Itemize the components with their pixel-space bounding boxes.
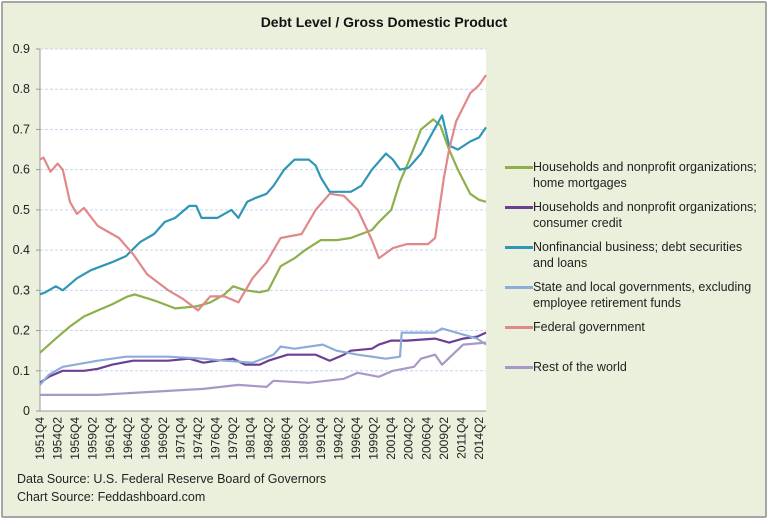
x-tick-label: 1979Q2 [226, 417, 240, 460]
chart-title: Debt Level / Gross Domestic Product [260, 14, 508, 30]
y-tick-label: 0.5 [13, 203, 30, 217]
chart-source: Chart Source: Feddashboard.com [17, 490, 206, 504]
legend-swatch [505, 246, 533, 249]
legend-label: Nonfinancial business; debt securities a… [533, 240, 743, 270]
legend-swatch [505, 326, 533, 329]
legend-label: Rest of the world [533, 360, 627, 374]
legend-item-home-mortgages: Households and nonprofit organizations; … [505, 159, 765, 191]
series-line-1 [39, 331, 487, 384]
x-tick-label: 1954Q2 [51, 417, 65, 460]
x-tick-label: 1971Q4 [173, 417, 187, 460]
legend-item-state-local: State and local governments, excluding e… [505, 279, 765, 311]
legend-swatch [505, 286, 533, 289]
plot-area [40, 49, 486, 411]
legend-item-federal: Federal government [505, 319, 765, 335]
legend-item-rest-of-world: Rest of the world [505, 359, 765, 375]
series-line-3 [39, 327, 487, 386]
x-tick-label: 1999Q2 [367, 417, 381, 460]
x-tick-label: 2006Q4 [419, 417, 433, 460]
y-tick-label: 0.7 [13, 122, 30, 136]
y-tick-label: 0.4 [13, 243, 30, 257]
x-tick-label: 2009Q2 [437, 417, 451, 460]
legend-item-consumer-credit: Households and nonprofit organizations; … [505, 199, 765, 231]
x-tick-label: 1976Q4 [209, 417, 223, 460]
x-tick-label: 1966Q4 [138, 417, 152, 460]
x-tick-label: 1969Q2 [156, 417, 170, 460]
legend-label: State and local governments, excluding e… [533, 280, 752, 310]
x-tick-label: 1994Q2 [332, 417, 346, 460]
x-tick-label: 1991Q4 [314, 417, 328, 460]
legend-swatch [505, 366, 533, 369]
series-line-5 [40, 341, 487, 396]
legend-label: Households and nonprofit organizations; … [533, 200, 757, 230]
x-tick-label: 1964Q2 [121, 417, 135, 460]
series-line-0 [39, 118, 487, 354]
y-tick-label: 0.2 [13, 324, 30, 338]
y-tick-label: 0.3 [13, 283, 30, 297]
x-tick-label: 2004Q2 [402, 417, 416, 460]
x-tick-label: 1959Q2 [86, 417, 100, 460]
legend-label: Federal government [533, 320, 645, 334]
x-tick-label: 2001Q4 [384, 417, 398, 460]
x-tick-label: 1961Q4 [103, 417, 117, 460]
x-tick-label: 1951Q4 [33, 417, 47, 460]
y-tick-label: 0 [23, 404, 30, 418]
series-line-4 [39, 74, 487, 312]
x-tick-label: 1996Q4 [349, 417, 363, 460]
x-tick-label: 2011Q4 [454, 417, 468, 459]
legend-swatch [505, 166, 533, 169]
y-tick-label: 0.1 [13, 364, 30, 378]
y-tick-label: 0.9 [13, 42, 30, 56]
y-tick-label: 0.8 [13, 82, 30, 96]
x-tick-label: 1989Q2 [296, 417, 310, 460]
x-tick-label: 1984Q2 [261, 417, 275, 460]
legend-label: Households and nonprofit organizations; … [533, 160, 757, 190]
x-tick-label: 1981Q4 [244, 417, 258, 460]
y-tick-label: 0.6 [13, 163, 30, 177]
legend-swatch [505, 206, 533, 209]
x-tick-label: 2014Q2 [472, 417, 486, 460]
series-line-2 [39, 114, 487, 296]
data-source: Data Source: U.S. Federal Reserve Board … [17, 472, 327, 486]
x-tick-label: 1986Q4 [279, 417, 293, 460]
legend-item-nonfinancial-business: Nonfinancial business; debt securities a… [505, 239, 765, 271]
x-tick-label: 1974Q2 [191, 417, 205, 460]
x-tick-label: 1956Q4 [68, 417, 82, 460]
